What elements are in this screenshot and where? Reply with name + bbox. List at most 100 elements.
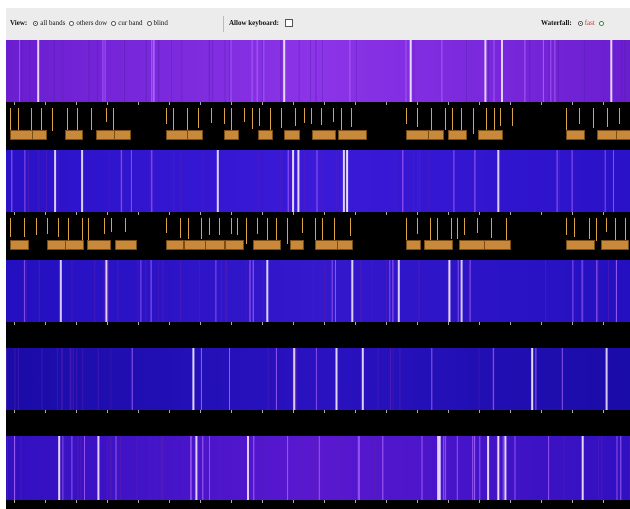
spot-label[interactable] (338, 130, 367, 140)
spot-label[interactable] (225, 240, 244, 250)
signal-trace (535, 348, 537, 410)
scale-tick (107, 500, 108, 503)
signal-trace (183, 436, 185, 500)
spot-marker (430, 218, 431, 243)
waterfall-fast-radio[interactable] (577, 20, 583, 26)
scale-tick (200, 500, 201, 503)
signal-trace (84, 436, 85, 500)
signal-trace (301, 436, 303, 500)
signal-trace (466, 40, 467, 102)
spot-label[interactable] (205, 240, 225, 250)
spot-label[interactable] (284, 130, 300, 140)
signal-trace (298, 40, 300, 102)
signal-trace (130, 150, 132, 212)
waterfall-pane-1[interactable] (6, 40, 630, 102)
allow-keyboard-checkbox[interactable] (284, 19, 293, 27)
spot-marker (566, 218, 567, 235)
view-blind-radio[interactable] (146, 20, 152, 26)
spot-label[interactable] (166, 240, 184, 250)
frequency-scale-1 (6, 102, 630, 150)
view-cur-band-radio[interactable] (111, 20, 117, 26)
toolbar: View: all bands others dow cur band blin… (6, 8, 630, 40)
signal-trace (417, 150, 419, 212)
waterfall-pane-2[interactable] (6, 150, 630, 212)
waterfall-other-radio[interactable] (598, 20, 604, 26)
signal-trace (108, 150, 110, 212)
spot-label[interactable] (478, 130, 503, 140)
spot-label[interactable] (406, 130, 429, 140)
spot-label[interactable] (253, 240, 281, 250)
signal-trace (492, 348, 494, 410)
spot-label[interactable] (32, 130, 47, 140)
spot-label[interactable] (114, 130, 131, 140)
spot-label[interactable] (315, 240, 338, 250)
frequency-scale-3 (6, 322, 630, 348)
signal-trace (180, 150, 182, 212)
scale-tick (107, 102, 108, 105)
spot-label[interactable] (484, 240, 511, 250)
signal-trace (315, 348, 317, 410)
signal-trace (499, 150, 501, 212)
signal-trace (71, 436, 73, 500)
signal-trace (245, 260, 247, 322)
spot-label[interactable] (459, 240, 486, 250)
scale-tick (107, 322, 108, 325)
spot-marker (166, 108, 167, 124)
spot-marker (351, 108, 352, 127)
spot-marker (259, 108, 260, 126)
spot-label[interactable] (65, 240, 84, 250)
spot-label[interactable] (87, 240, 111, 250)
spot-marker (406, 218, 407, 240)
scale-tick (479, 212, 480, 215)
spot-label[interactable] (337, 240, 353, 250)
scale-tick (293, 322, 294, 325)
frequency-scale-2 (6, 212, 630, 260)
spot-label[interactable] (448, 130, 467, 140)
spot-label[interactable] (616, 130, 630, 140)
scale-tick (169, 500, 170, 503)
spot-marker (506, 218, 507, 243)
spot-label[interactable] (428, 130, 444, 140)
spot-marker (452, 108, 453, 131)
signal-trace (409, 40, 412, 102)
signal-trace (148, 436, 150, 500)
spot-marker (491, 218, 492, 238)
scale-tick (355, 102, 356, 105)
frequency-scale-5 (6, 500, 630, 509)
spot-marker (10, 218, 11, 237)
spot-marker (257, 218, 258, 234)
spot-marker (494, 108, 495, 131)
spot-label[interactable] (187, 130, 203, 140)
spot-marker (606, 218, 607, 232)
spot-label[interactable] (406, 240, 421, 250)
spot-label[interactable] (601, 240, 629, 250)
signal-trace (280, 40, 282, 102)
spot-label[interactable] (566, 240, 595, 250)
spot-label[interactable] (224, 130, 239, 140)
spot-label[interactable] (65, 130, 83, 140)
signal-trace (548, 436, 550, 500)
view-others-radio[interactable] (69, 20, 75, 26)
signal-trace (154, 436, 156, 500)
waterfall-pane-3[interactable] (6, 260, 630, 322)
signal-trace (608, 260, 609, 322)
spot-label[interactable] (312, 130, 336, 140)
spot-label[interactable] (115, 240, 137, 250)
scale-tick (386, 322, 387, 325)
scale-tick (169, 102, 170, 105)
signal-trace (76, 348, 78, 410)
spot-label[interactable] (10, 240, 29, 250)
spot-label[interactable] (290, 240, 304, 250)
spot-label[interactable] (566, 130, 585, 140)
signal-trace (413, 150, 414, 212)
spot-marker (589, 218, 590, 239)
waterfall-pane-4[interactable] (6, 348, 630, 410)
view-all-bands-radio[interactable] (33, 20, 39, 26)
spot-label[interactable] (424, 240, 453, 250)
signal-trace (348, 436, 350, 500)
scale-tick (76, 410, 77, 413)
waterfall-pane-5[interactable] (6, 436, 630, 500)
signal-trace (202, 436, 204, 500)
scale-tick (479, 102, 480, 105)
spot-label[interactable] (258, 130, 273, 140)
